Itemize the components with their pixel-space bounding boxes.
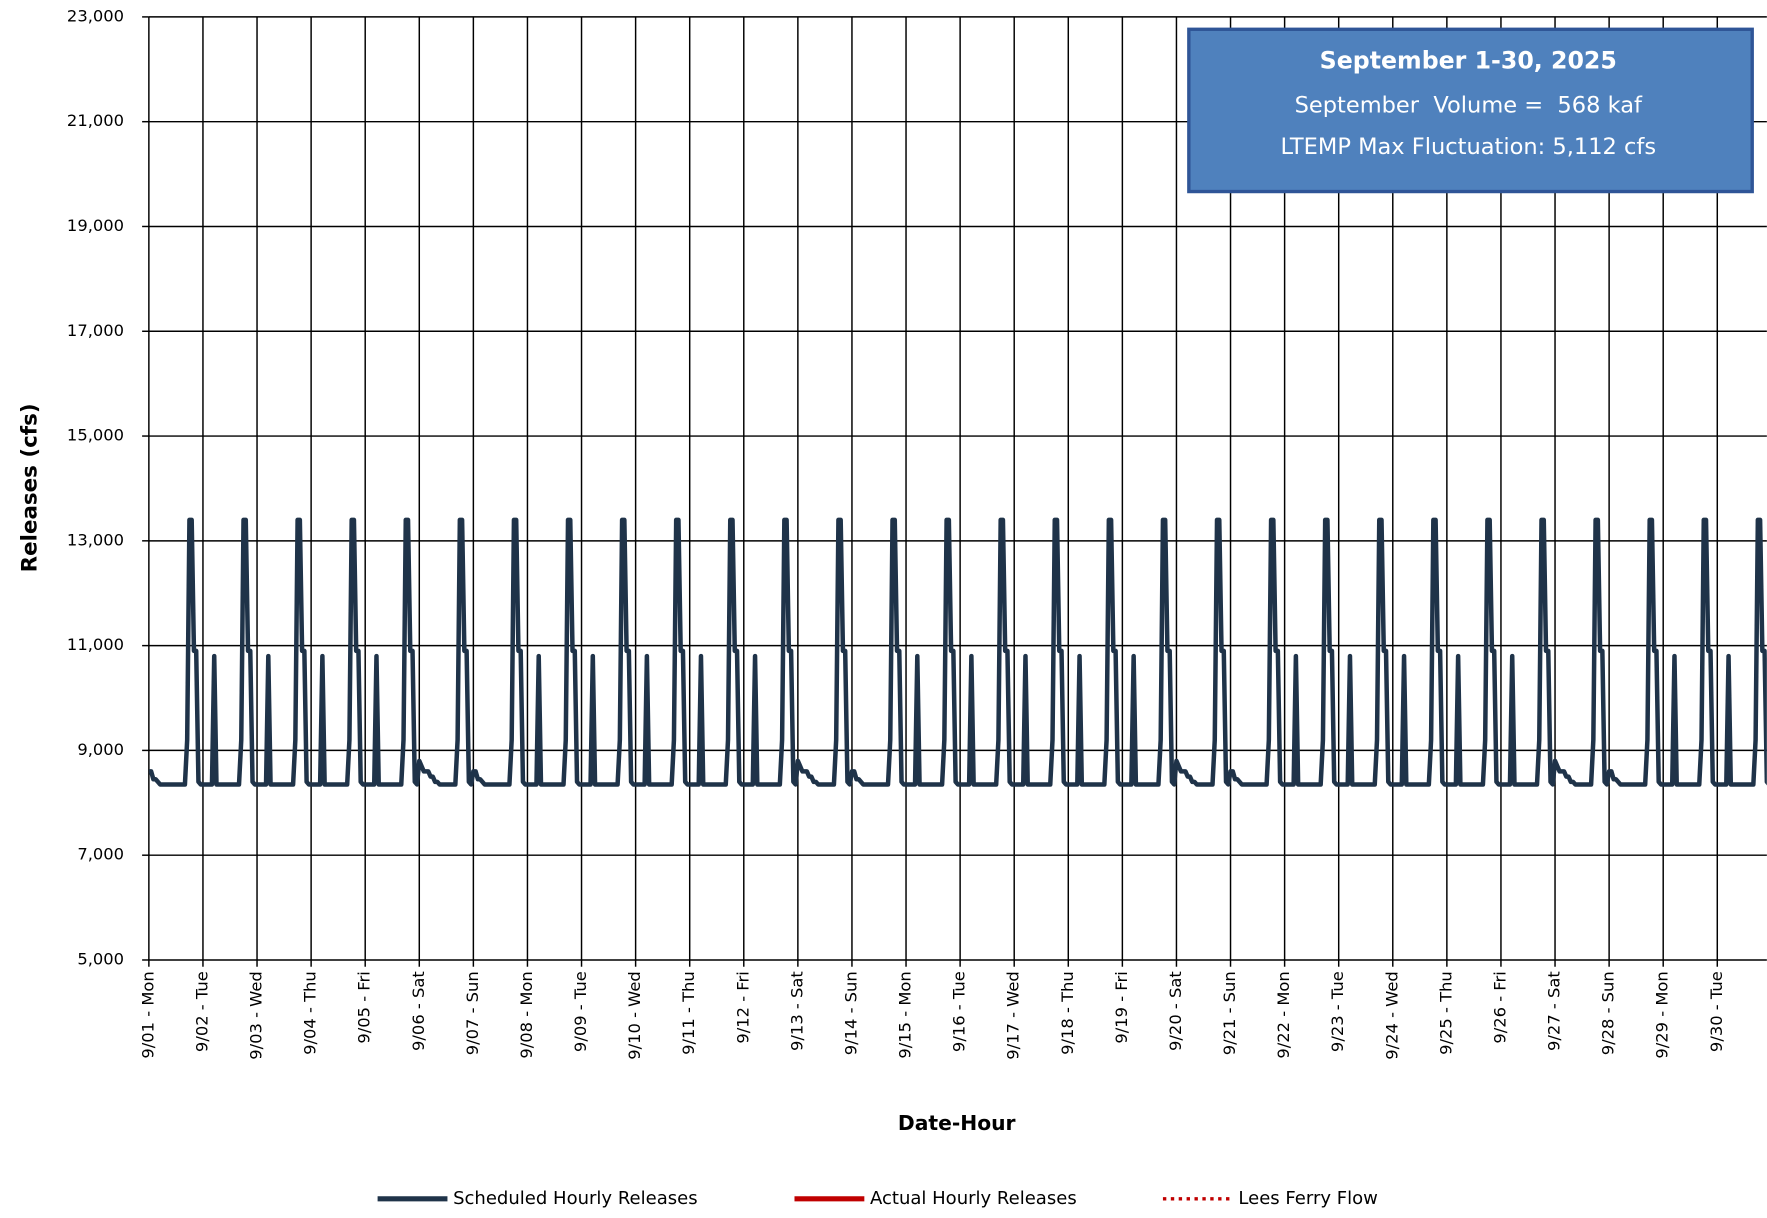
x-tick-label: 9/06 - Sat xyxy=(409,971,428,1051)
x-tick-label: 9/30 - Tue xyxy=(1707,971,1726,1052)
labels: 5,000 7,000 9,000 11,000 13,000 15,000 17,000 1… xyxy=(67,6,1726,1059)
y-tick-label: 17,000 xyxy=(67,321,124,340)
x-tick-label: 9/26 - Fri xyxy=(1490,971,1509,1043)
plot-area xyxy=(148,517,1767,787)
y-tick-label: 9,000 xyxy=(77,740,124,759)
x-tick-label: 9/27 - Sat xyxy=(1545,971,1564,1051)
y-tick-label: 11,000 xyxy=(67,635,124,654)
x-tick-label: 9/01 - Mon xyxy=(138,971,157,1058)
x-tick-label: 9/21 - Sun xyxy=(1220,971,1239,1055)
y-tick-label: 13,000 xyxy=(67,530,124,549)
annotation-line: September Volume = 568 kaf xyxy=(1295,92,1643,118)
y-tick-label: 5,000 xyxy=(77,949,124,968)
x-tick-label: 9/19 - Fri xyxy=(1112,971,1131,1043)
legend-label: Lees Ferry Flow xyxy=(1238,1188,1377,1209)
legend: Scheduled Hourly Releases Actual Hourly R… xyxy=(377,1188,1378,1209)
x-tick-label: 9/04 - Thu xyxy=(301,971,320,1055)
x-tick-label: 9/23 - Tue xyxy=(1328,971,1347,1052)
x-axis-title: Date-Hour xyxy=(898,1111,1016,1135)
x-tick-label: 9/29 - Mon xyxy=(1653,971,1672,1058)
x-tick-label: 9/22 - Mon xyxy=(1274,971,1293,1058)
y-tick-label: 23,000 xyxy=(67,6,124,25)
data-line xyxy=(148,517,1767,787)
x-tick-label: 9/16 - Tue xyxy=(950,971,969,1052)
x-tick-label: 9/09 - Tue xyxy=(571,971,590,1052)
x-tick-label: 9/08 - Mon xyxy=(517,971,536,1058)
y-tick-label: 15,000 xyxy=(67,426,124,445)
x-tick-label: 9/28 - Sun xyxy=(1599,971,1618,1055)
annotation-box xyxy=(1187,27,1754,194)
x-tick-label: 9/12 - Fri xyxy=(733,971,752,1043)
x-tick-label: 9/14 - Sun xyxy=(841,971,860,1055)
y-tick-label: 7,000 xyxy=(77,845,124,864)
annotation-line: LTEMP Max Fluctuation: 5,112 cfs xyxy=(1280,134,1656,160)
annotation-title: September 1-30, 2025 xyxy=(1320,46,1617,74)
x-tick-label: 9/10 - Wed xyxy=(625,971,644,1060)
x-tick-label: 9/03 - Wed xyxy=(247,971,266,1060)
x-tick-label: 9/17 - Wed xyxy=(1004,971,1023,1060)
x-tick-label: 9/25 - Thu xyxy=(1436,971,1455,1055)
x-tick-label: 9/05 - Fri xyxy=(355,971,374,1043)
x-tick-label: 9/13 - Sat xyxy=(787,971,806,1051)
x-tick-label: 9/07 - Sun xyxy=(463,971,482,1055)
x-tick-label: 9/11 - Thu xyxy=(679,971,698,1055)
x-tick-label: 9/18 - Thu xyxy=(1058,971,1077,1055)
y-axis-title: Releases (cfs) xyxy=(18,403,43,572)
x-tick-label: 9/02 - Tue xyxy=(192,971,211,1052)
y-tick-label: 19,000 xyxy=(67,216,124,235)
x-tick-label: 9/24 - Wed xyxy=(1382,971,1401,1060)
legend-label: Scheduled Hourly Releases xyxy=(453,1188,698,1209)
legend-label: Actual Hourly Releases xyxy=(870,1188,1077,1209)
y-tick-label: 21,000 xyxy=(67,111,124,130)
x-tick-label: 9/15 - Mon xyxy=(896,971,915,1058)
x-tick-label: 9/20 - Sat xyxy=(1166,971,1185,1051)
